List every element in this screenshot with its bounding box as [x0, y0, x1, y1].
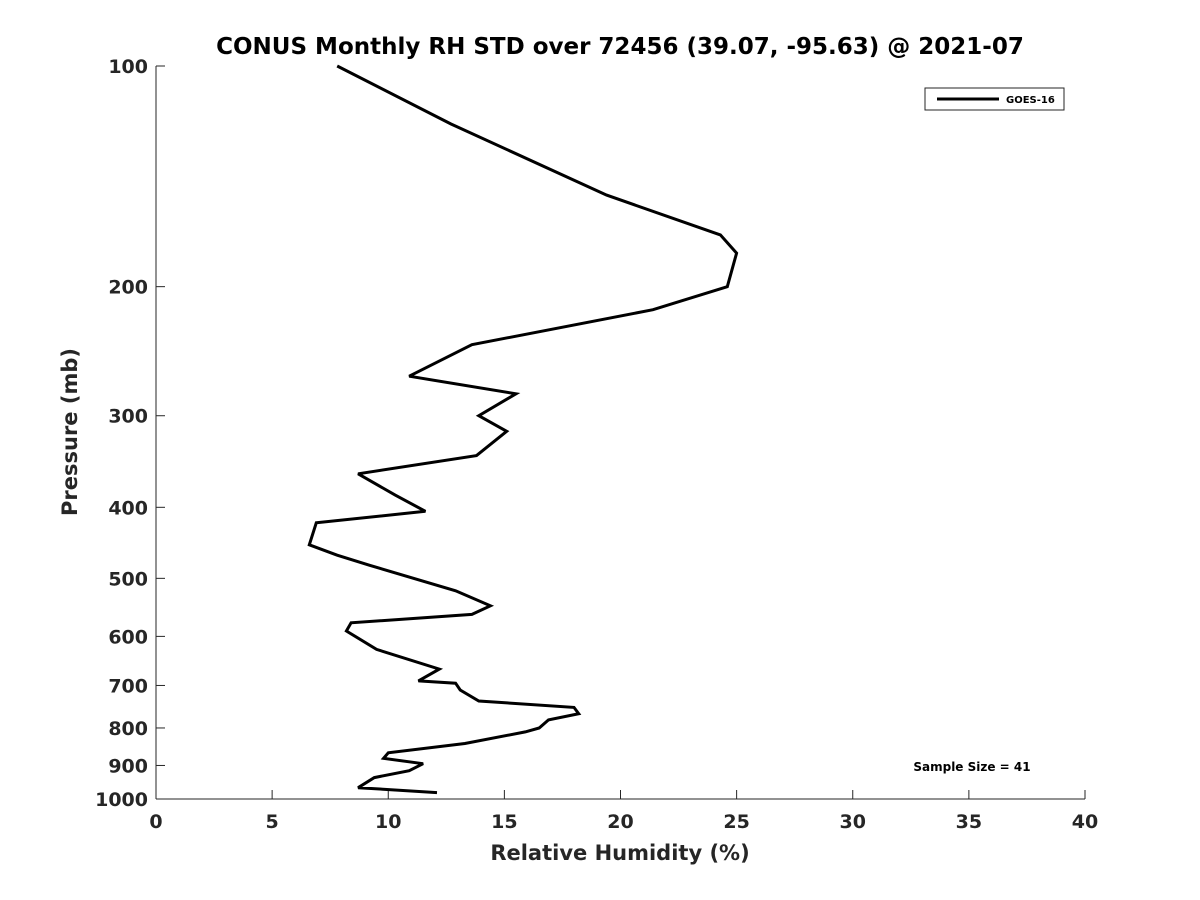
y-tick-label: 200 — [108, 277, 148, 299]
series-line-goes-16 — [307, 64, 739, 795]
y-tick-label: 700 — [108, 675, 148, 697]
plot-axes — [155, 66, 1085, 800]
x-tick-label: 40 — [1072, 811, 1098, 833]
y-tick-label: 600 — [108, 626, 148, 648]
legend-label-goes-16: GOES-16 — [1006, 95, 1055, 106]
x-tick-label: 5 — [266, 811, 279, 833]
x-tick-label: 10 — [375, 811, 401, 833]
y-tick-label: 300 — [108, 406, 148, 428]
y-axis-label: Pressure (mb) — [58, 348, 82, 516]
x-axis-label: Relative Humidity (%) — [490, 841, 749, 865]
y-tick-label: 800 — [108, 718, 148, 740]
legend: GOES-16 — [924, 87, 1065, 111]
x-tick-label: 35 — [956, 811, 982, 833]
y-tick-label: 100 — [108, 56, 148, 78]
x-tick-label: 25 — [723, 811, 749, 833]
chart-title: CONUS Monthly RH STD over 72456 (39.07, … — [216, 34, 1024, 60]
y-ticks: 100 200 300 400 500 600 700 800 900 1000 — [95, 56, 165, 811]
series-group — [307, 64, 739, 795]
x-tick-label: 30 — [840, 811, 866, 833]
x-tick-label: 20 — [607, 811, 633, 833]
sample-size-annotation: Sample Size = 41 — [913, 760, 1030, 774]
x-tick-label: 0 — [149, 811, 162, 833]
x-ticks: 0 5 10 15 20 25 30 35 40 — [149, 790, 1098, 833]
y-tick-label: 400 — [108, 497, 148, 519]
y-tick-label: 900 — [108, 755, 148, 777]
y-tick-label: 500 — [108, 568, 148, 590]
y-tick-label: 1000 — [95, 789, 148, 811]
x-tick-label: 15 — [491, 811, 517, 833]
